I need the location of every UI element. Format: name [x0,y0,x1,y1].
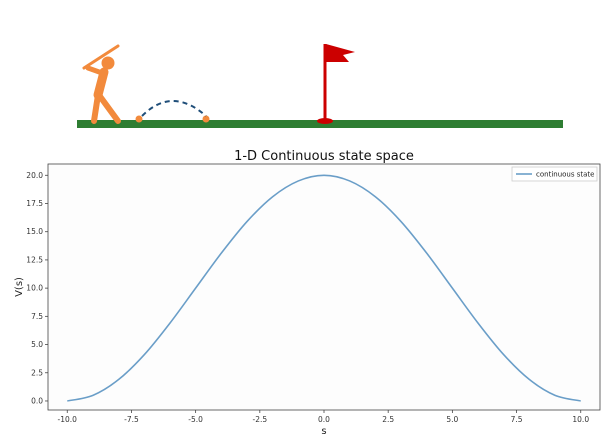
x-tick-label: 0.0 [318,415,330,424]
x-axis-label: s [321,426,326,437]
ground-bar [77,120,563,128]
y-tick-label: 12.5 [26,255,43,264]
hole-icon [317,118,333,124]
y-axis-label: V(s) [14,277,25,297]
plot-area [47,163,601,411]
series-layer [67,174,581,402]
x-tick-label: 7.5 [511,415,523,424]
y-tick-label: 5.0 [31,340,43,349]
y-tick-label: 2.5 [31,368,43,377]
x-tick-label: 10.0 [572,415,589,424]
trajectory-arc [141,100,207,117]
x-tick-label: 2.5 [382,415,394,424]
golfer-icon [82,44,121,124]
chart-title: 1-D Continuous state space [234,149,414,164]
golf-scene [77,44,563,128]
series-line-continuous-state [67,174,581,402]
x-tick-label: -7.5 [124,415,139,424]
x-tick-label: -2.5 [252,415,267,424]
legend-label: continuous state [536,171,594,179]
legend-box [511,166,598,182]
y-tick-label: 10.0 [26,284,43,293]
x-tick-label: -5.0 [188,415,203,424]
y-tick-label: 20.0 [26,171,43,180]
ball-icon [135,115,143,123]
flag-icon [323,44,355,121]
legend: continuous state [511,166,598,182]
y-tick-label: 17.5 [26,199,43,208]
x-tick-label: -10.0 [58,415,78,424]
x-tick-label: 5.0 [446,415,458,424]
y-tick-label: 0.0 [31,396,43,405]
y-axis: 0.0 2.5 5.0 7.5 10.0 12.5 15.0 17.5 20.0 [26,171,48,405]
y-tick-label: 15.0 [26,227,43,236]
ball-icon [202,115,210,123]
y-tick-label: 7.5 [31,312,43,321]
x-axis: -10.0 -7.5 -5.0 -2.5 0.0 2.5 5.0 7.5 10.0 [58,410,589,424]
